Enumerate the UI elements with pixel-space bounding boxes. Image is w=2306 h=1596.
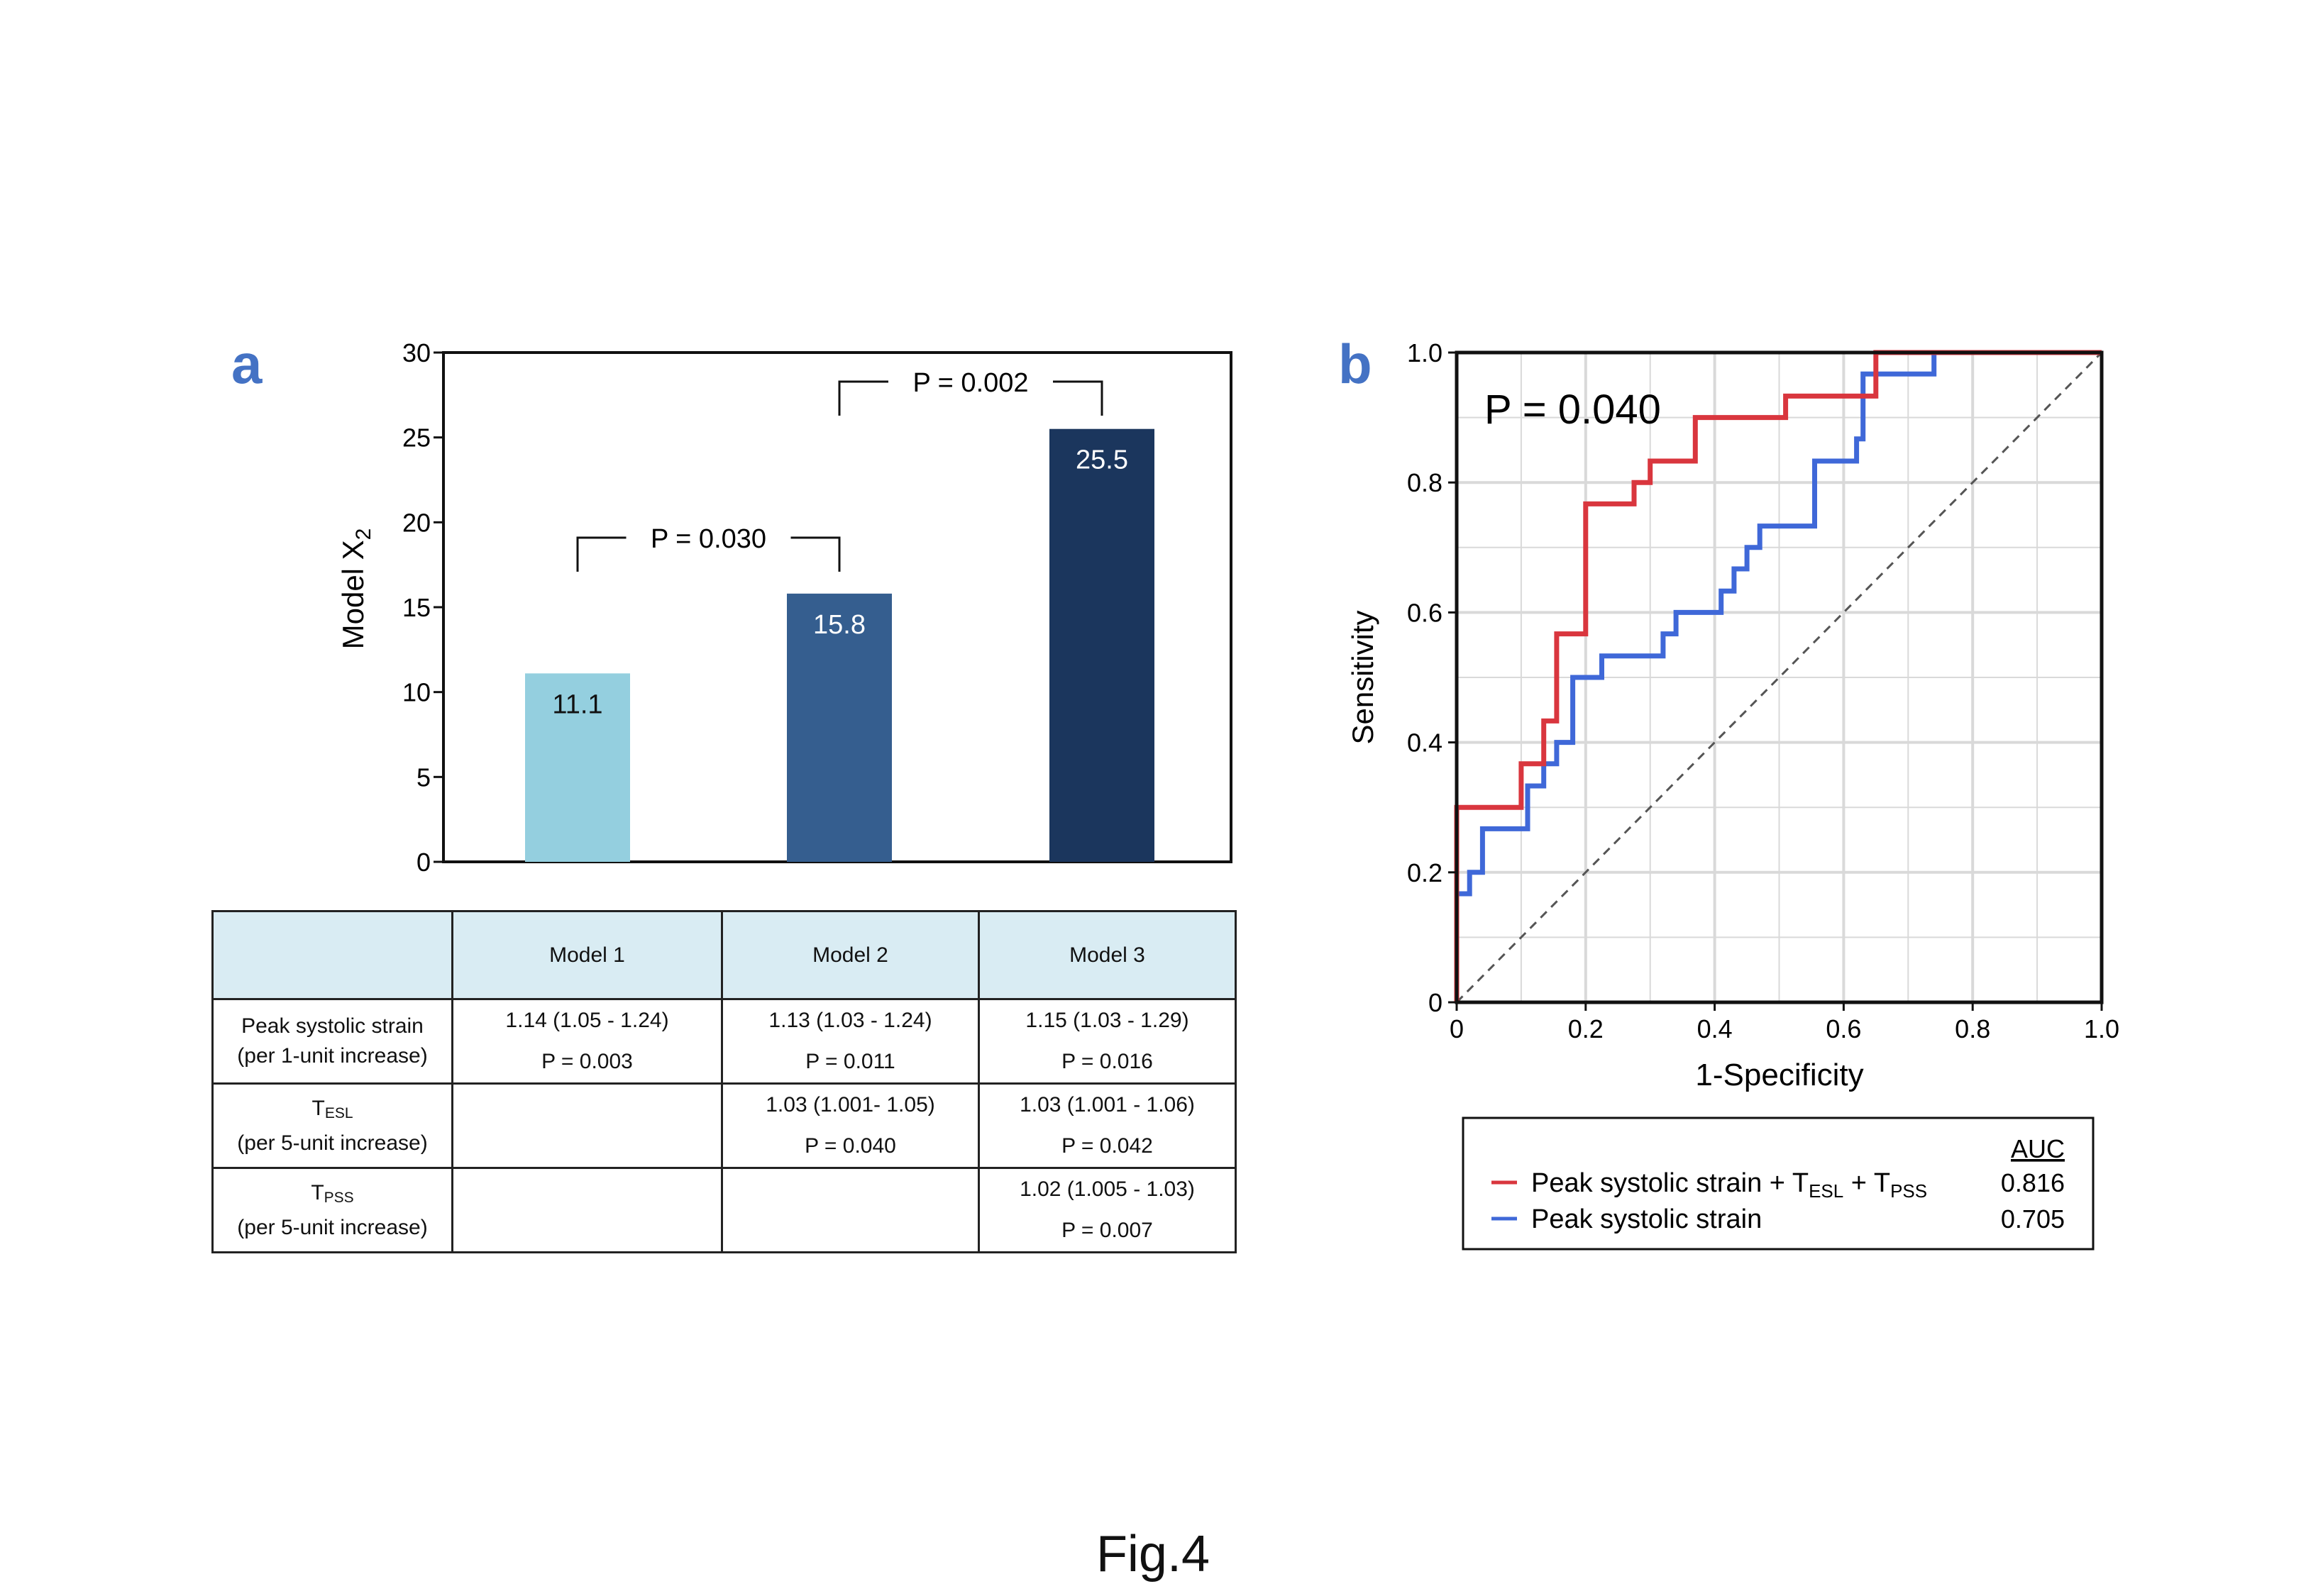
roc-legend-auc-combined: 0.816 [2001,1168,2065,1197]
roc-legend: AUC Peak systolic strain + TESL + TPSS 0… [1462,1116,2095,1251]
roc-legend-entry-strain: Peak systolic strain [1531,1204,1762,1234]
roc-x-tick-label: 0 [1450,1014,1464,1043]
roc-y-tick-label: 0.6 [1407,598,1442,627]
roc-y-tick-label: 0.4 [1407,728,1442,758]
table-row-tpss: TPSS (per 5-unit increase) 1.02 (1.005 -… [211,1167,1237,1253]
bar-y-tick-label: 25 [402,423,431,453]
table-cell: 1.15 (1.03 - 1.29) P = 0.016 [978,998,1237,1085]
roc-plot-frame [1455,350,2104,1004]
bar-1 [525,673,630,862]
row-label-main: T [311,1180,324,1204]
row-label-line2: (per 5-unit increase) [237,1131,428,1155]
comparison-p-value: P = 0.002 [912,368,1028,398]
row-label-sub: ESL [324,1104,353,1121]
roc-p-value-annotation: P = 0.040 [1484,387,1661,433]
bar-y-tick-label: 15 [402,593,431,622]
bar-y-tick-label: 5 [416,763,431,792]
table-row-label: Peak systolic strain (per 1-unit increas… [211,998,453,1085]
model-results-table: Model 1 Model 2 Model 3 Peak systolic st… [211,910,1237,1253]
roc-x-tick-label: 0.6 [1826,1014,1861,1043]
table-header-model-3: Model 3 [978,910,1237,1000]
bar-y-axis-label-main: Model X [336,540,370,649]
table-row-label: TPSS (per 5-unit increase) [211,1167,453,1253]
roc-curve-combined [1454,350,2102,1002]
row-label-main: T [311,1096,325,1120]
roc-y-tick-label: 0.8 [1407,468,1442,497]
row-label-line1: Peak systolic strain [241,1014,424,1038]
panel-a-letter: a [231,333,263,395]
bar-y-axis-label-sub: 2 [352,528,375,541]
bar-value-label: 11.1 [552,689,602,719]
row-label-sub: PSS [324,1189,354,1206]
table-cell-empty [451,1082,723,1169]
comparison-bracket-left [838,380,888,416]
roc-curve-strain [1454,350,2102,1002]
roc-x-tick-label: 0.8 [1955,1014,1990,1043]
table-cell: 1.03 (1.001 - 1.06) P = 0.042 [978,1082,1237,1169]
roc-x-tick-label: 1.0 [2084,1014,2119,1043]
row-label-line2: (per 5-unit increase) [237,1215,428,1239]
table-cell-empty [721,1167,980,1253]
bar-y-tick-label: 0 [416,848,431,877]
roc-legend-auc-header: AUC [2011,1134,2065,1163]
table-cell-empty [451,1167,723,1253]
figure-caption: Fig.4 [1096,1526,1210,1583]
table-row-peak-systolic-strain: Peak systolic strain (per 1-unit increas… [211,998,1237,1085]
table-cell: 1.13 (1.03 - 1.24) P = 0.011 [721,998,980,1085]
roc-y-axis-label: Sensitivity [1346,610,1379,744]
table-header-row: Model 1 Model 2 Model 3 [211,910,1237,1000]
bar-y-axis-label: Model X2 [336,528,375,650]
bar-value-label: 25.5 [1076,445,1128,475]
table-cell: 1.02 (1.005 - 1.03) P = 0.007 [978,1167,1237,1253]
panel-b-letter: b [1338,333,1372,395]
bar-y-tick-label: 30 [402,338,431,367]
table-header-model-1: Model 1 [451,910,723,1000]
table-row-label: TESL (per 5-unit increase) [211,1082,453,1169]
table-row-tesl: TESL (per 5-unit increase) 1.03 (1.001- … [211,1082,1237,1169]
roc-x-tick-label: 0.2 [1568,1014,1604,1043]
roc-diagonal-reference [1455,351,2103,1004]
roc-y-tick-label: 0.2 [1407,858,1442,887]
comparison-p-value: P = 0.030 [651,524,766,554]
table-cell: 1.03 (1.001- 1.05) P = 0.040 [721,1082,980,1169]
comparison-bracket-right [790,536,841,572]
roc-x-tick-label: 0.4 [1697,1014,1733,1043]
table-cell: 1.14 (1.05 - 1.24) P = 0.003 [451,998,723,1085]
table-header-empty [211,910,453,1000]
roc-x-axis-label: 1-Specificity [1695,1058,1863,1092]
roc-legend-box [1462,1116,2095,1251]
bar-value-label: 15.8 [813,610,866,640]
roc-legend-auc-strain: 0.705 [2001,1204,2065,1234]
row-label-line2: (per 1-unit increase) [237,1044,428,1068]
roc-legend-entry-combined: Peak systolic strain + TESL + TPSS [1531,1168,1927,1202]
roc-y-tick-label: 1.0 [1407,338,1442,367]
bar-y-tick-label: 20 [402,508,431,537]
bar-3 [1049,428,1154,862]
comparison-bracket-right [1053,380,1103,416]
table-header-model-2: Model 2 [721,910,980,1000]
comparison-bracket-left [576,536,627,572]
bar-2 [787,593,892,862]
bar-y-tick-label: 10 [402,678,431,707]
roc-y-tick-label: 0 [1428,988,1442,1017]
